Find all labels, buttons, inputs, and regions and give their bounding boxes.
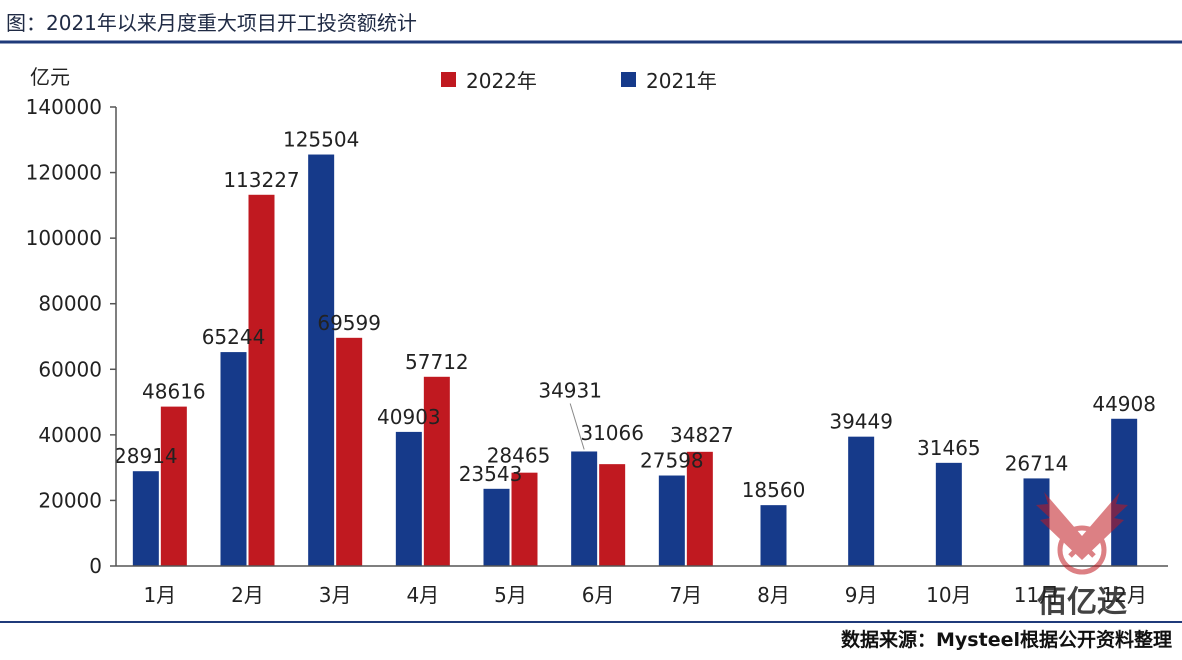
emblem-circle-icon — [1057, 525, 1107, 575]
data-label: 27598 — [640, 449, 704, 473]
bar-2022 — [336, 337, 363, 566]
legend-swatch-2022 — [441, 72, 456, 87]
bar-2022 — [511, 472, 538, 566]
data-label: 113227 — [223, 168, 299, 192]
emblem-chevron-icon — [1068, 540, 1096, 558]
x-tick-label: 5月 — [494, 583, 527, 607]
bars — [132, 154, 1138, 566]
x-tick-label: 10月 — [926, 583, 971, 607]
x-tick-label: 4月 — [406, 583, 439, 607]
chart-title: 图：2021年以来月度重大项目开工投资额统计 — [6, 11, 417, 35]
bar-2022 — [160, 406, 187, 566]
data-label: 44908 — [1092, 392, 1156, 416]
x-tick-label: 12月 — [1101, 583, 1146, 607]
y-tick-label: 0 — [89, 554, 102, 578]
data-label: 31465 — [917, 436, 981, 460]
bar-2022 — [423, 376, 450, 566]
source-note: 数据来源：Mysteel根据公开资料整理 — [841, 628, 1172, 651]
legend-label-2021: 2021年 — [646, 69, 717, 93]
data-label: 40903 — [377, 405, 441, 429]
watermark-logo — [1036, 492, 1128, 575]
data-label: 57712 — [405, 350, 469, 374]
bar-2021 — [760, 505, 787, 566]
bar-2021 — [308, 154, 335, 566]
x-tick-label: 8月 — [757, 583, 790, 607]
data-label: 31066 — [580, 421, 644, 445]
data-label: 28465 — [487, 444, 551, 468]
y-tick-label: 80000 — [38, 292, 102, 316]
x-axis-ticks: 1月 2月 3月 4月 5月 6月 7月 8月 9月 10月 11月 12月 — [143, 583, 1146, 607]
value-labels: 28914 48616 65244 113227 125504 69599 40903 577… — [114, 128, 1156, 503]
y-axis-ticks: 0 20000 40000 60000 80000 100000 120000 140000 — [26, 95, 116, 578]
y-axis-label: 亿元 — [30, 65, 70, 89]
x-tick-label: 7月 — [669, 583, 702, 607]
bar-2021 — [132, 471, 159, 566]
y-tick-label: 140000 — [26, 95, 102, 119]
legend: 2022年 2021年 — [441, 69, 717, 93]
data-label: 39449 — [829, 410, 893, 434]
y-tick-label: 60000 — [38, 357, 102, 381]
x-tick-label: 9月 — [845, 583, 878, 607]
bar-2021 — [395, 431, 422, 566]
legend-swatch-2021 — [621, 72, 636, 87]
y-tick-label: 100000 — [26, 226, 102, 250]
bar-2021 — [483, 488, 510, 566]
data-label: 48616 — [142, 380, 206, 404]
data-label: 28914 — [114, 444, 178, 468]
watermark-text: 佰亿达 — [1037, 585, 1127, 620]
bar-2021 — [935, 462, 962, 566]
y-tick-label: 40000 — [38, 423, 102, 447]
x-tick-label: 3月 — [319, 583, 352, 607]
bar-2022 — [686, 451, 713, 566]
bar-2021 — [1111, 418, 1138, 566]
x-tick-label: 2月 — [231, 583, 264, 607]
y-tick-label: 20000 — [38, 488, 102, 512]
bar-2022 — [248, 194, 275, 566]
data-label: 34827 — [670, 423, 734, 447]
label-leader-line — [569, 403, 585, 450]
bar-2021 — [848, 436, 875, 566]
data-label: 34931 — [538, 378, 602, 402]
wing-right-icon — [1082, 492, 1128, 560]
legend-label-2022: 2022年 — [466, 69, 537, 93]
data-label: 18560 — [742, 478, 806, 502]
data-label: 65244 — [202, 325, 266, 349]
leader-lines — [569, 403, 585, 450]
data-label: 125504 — [283, 128, 359, 152]
x-tick-label: 11月 — [1014, 583, 1059, 607]
data-label: 69599 — [317, 311, 381, 335]
bar-2021 — [658, 475, 685, 566]
bar-2021 — [220, 352, 247, 566]
x-tick-label: 1月 — [143, 583, 176, 607]
bar-2021 — [571, 451, 598, 566]
y-tick-label: 120000 — [26, 161, 102, 185]
data-label: 23543 — [459, 462, 523, 486]
data-label: 26714 — [1005, 451, 1069, 475]
x-tick-label: 6月 — [582, 583, 615, 607]
wing-left-icon — [1036, 492, 1082, 560]
bar-2022 — [599, 464, 626, 566]
